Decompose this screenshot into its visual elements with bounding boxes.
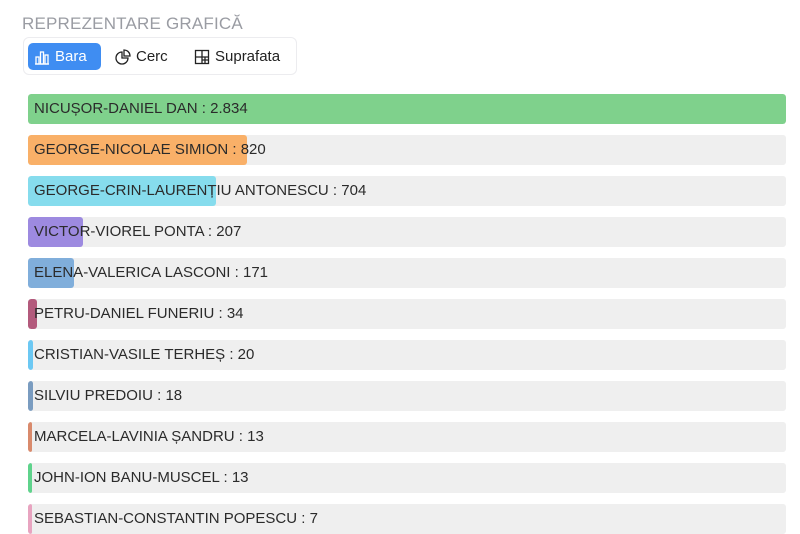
tab-label: Bara — [55, 48, 87, 65]
bar-row[interactable]: SEBASTIAN-CONSTANTIN POPESCU : 7 — [28, 504, 786, 534]
bar — [28, 176, 217, 206]
bar-label: SEBASTIAN-CONSTANTIN POPESCU : 7 — [34, 510, 318, 527]
bar — [28, 340, 34, 370]
bar-label: MARCELA-LAVINIA ȘANDRU : 13 — [34, 428, 264, 445]
bar — [28, 217, 84, 247]
bar-chart-icon — [35, 50, 49, 65]
bar-row[interactable]: ELENA-VALERICA LASCONI : 171 — [28, 258, 786, 288]
bar-label: GEORGE-NICOLAE SIMION : 820 — [34, 141, 266, 158]
section-title: REPREZENTARE GRAFICĂ — [22, 14, 243, 33]
bar — [28, 381, 33, 411]
candidate-name: GEORGE-CRIN-LAURENȚIU ANTONESCU — [34, 182, 329, 199]
bar-label: NICUȘOR-DANIEL DAN : 2.834 — [34, 100, 248, 117]
bar — [28, 135, 248, 165]
tab-bara[interactable]: Bara — [28, 43, 101, 70]
bar-label: VICTOR-VIOREL PONTA : 207 — [34, 223, 242, 240]
bar-row[interactable]: VICTOR-VIOREL PONTA : 207 — [28, 217, 786, 247]
vote-count: 13 — [231, 469, 249, 486]
bar-label: CRISTIAN-VASILE TERHEȘ : 20 — [34, 346, 255, 363]
bar-label: ELENA-VALERICA LASCONI : 171 — [34, 264, 269, 281]
vote-count: 13 — [247, 428, 264, 445]
candidate-name: ELENA-VALERICA LASCONI — [34, 264, 231, 281]
candidate-name: SILVIU PREDOIU — [34, 387, 153, 404]
vote-count: 20 — [237, 346, 255, 363]
bar-row[interactable]: GEORGE-NICOLAE SIMION : 820 — [28, 135, 786, 165]
bar-label: GEORGE-CRIN-LAURENȚIU ANTONESCU : 704 — [34, 182, 367, 199]
bar-row[interactable]: GEORGE-CRIN-LAURENȚIU ANTONESCU : 704 — [28, 176, 786, 206]
vote-count: 704 — [341, 182, 367, 199]
tab-label: Suprafata — [215, 48, 281, 65]
candidate-name: SEBASTIAN-CONSTANTIN POPESCU — [34, 510, 298, 527]
bar — [28, 299, 38, 329]
candidate-name: VICTOR-VIOREL PONTA — [34, 223, 204, 240]
candidate-name: JOHN-ION BANU-MUSCEL — [34, 469, 220, 486]
bar-label: SILVIU PREDOIU : 18 — [34, 387, 183, 404]
bar-row[interactable]: CRISTIAN-VASILE TERHEȘ : 20 — [28, 340, 786, 370]
bar-label: PETRU-DANIEL FUNERIU : 34 — [34, 305, 244, 322]
vote-count: 18 — [165, 387, 183, 404]
vote-count: 820 — [240, 141, 266, 158]
candidate-name: PETRU-DANIEL FUNERIU — [34, 305, 215, 322]
bar — [28, 422, 32, 452]
candidate-name: MARCELA-LAVINIA ȘANDRU — [34, 428, 235, 445]
bar-row[interactable]: SILVIU PREDOIU : 18 — [28, 381, 786, 411]
bar-row[interactable]: NICUȘOR-DANIEL DAN : 2.834 — [28, 94, 786, 124]
tab-label: Cerc — [136, 48, 168, 65]
bar — [28, 463, 32, 493]
bar — [28, 94, 786, 124]
bar-row[interactable]: JOHN-ION BANU-MUSCEL : 13 — [28, 463, 786, 493]
vote-count: 171 — [242, 264, 269, 281]
tab-suprafata[interactable]: Suprafata — [188, 43, 286, 70]
vote-count: 34 — [226, 305, 244, 322]
tab-cerc[interactable]: Cerc — [109, 43, 174, 70]
vote-count: 2.834 — [210, 100, 248, 117]
pie-chart-icon — [115, 48, 131, 65]
candidate-name: NICUȘOR-DANIEL DAN — [34, 100, 198, 117]
candidate-name: CRISTIAN-VASILE TERHEȘ — [34, 346, 226, 363]
bar — [28, 258, 74, 288]
bar — [28, 504, 32, 534]
bar-row[interactable]: MARCELA-LAVINIA ȘANDRU : 13 — [28, 422, 786, 452]
bar-row[interactable]: PETRU-DANIEL FUNERIU : 34 — [28, 299, 786, 329]
treemap-icon — [194, 49, 210, 64]
vote-count: 207 — [216, 223, 242, 240]
candidate-name: GEORGE-NICOLAE SIMION — [34, 141, 229, 158]
vote-count: 7 — [309, 510, 318, 527]
chart-type-tabs: Bara Cerc Suprafata — [23, 37, 297, 75]
bar-label: JOHN-ION BANU-MUSCEL : 13 — [34, 469, 249, 486]
